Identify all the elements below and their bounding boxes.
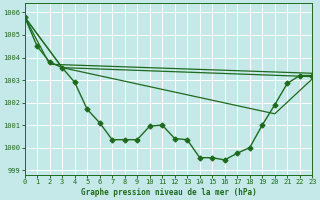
X-axis label: Graphe pression niveau de la mer (hPa): Graphe pression niveau de la mer (hPa) [81, 188, 256, 197]
